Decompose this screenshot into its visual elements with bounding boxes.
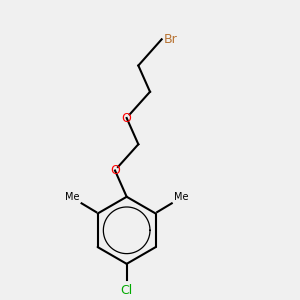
Text: Me: Me (65, 193, 80, 202)
Text: O: O (122, 112, 132, 124)
Text: O: O (110, 164, 120, 177)
Text: Me: Me (174, 193, 188, 202)
Text: Cl: Cl (121, 284, 133, 297)
Text: Br: Br (164, 33, 178, 46)
